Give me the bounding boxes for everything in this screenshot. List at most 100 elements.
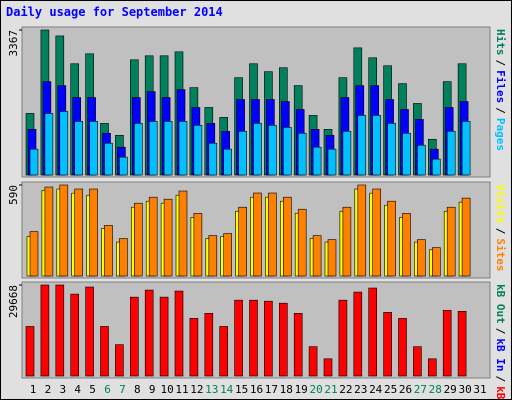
bar [253,123,262,176]
x-tick-label: 29 [444,383,457,396]
bar [238,130,247,176]
bar [387,123,396,176]
x-tick-label: 12 [190,383,203,396]
bar [59,111,69,176]
bar [249,299,258,377]
x-tick-label: 17 [265,383,278,396]
bar [282,127,292,176]
bar [148,196,158,277]
bar [144,289,154,377]
bar [312,146,322,176]
bar [148,121,158,176]
legend: kB Out / kB In / kB F [494,284,507,400]
bar [163,121,173,176]
bar [89,188,98,277]
x-tick-label: 27 [414,383,427,396]
bar [417,144,426,176]
bar [338,299,348,377]
legend-entry: Hits [494,29,507,56]
x-tick-label: 26 [399,383,412,396]
bar [446,130,456,176]
x-tick-label: 11 [175,383,188,396]
bar [293,313,303,377]
bar [29,148,39,176]
x-tick-label: 3 [59,383,66,396]
bar [413,346,422,377]
bar [446,206,456,277]
bar [327,239,337,277]
x-tick-label: 24 [369,383,383,396]
bar [44,113,54,176]
bar [74,121,83,176]
bar [223,148,232,176]
bar [368,287,378,377]
bar [219,326,228,377]
bar [323,358,333,377]
x-tick-label: 19 [295,383,308,396]
bar [402,213,411,277]
x-tick-label: 25 [384,383,397,396]
legend-entry: Files [494,70,507,103]
x-tick-label: 5 [89,383,96,396]
legend-separator: / [494,376,507,383]
bar [193,125,203,176]
bar [342,206,352,277]
bar [178,190,188,277]
bar [268,192,277,277]
bar [282,196,292,277]
x-tick-label: 18 [280,383,293,396]
legend-separator: / [494,328,507,335]
bar [74,188,83,277]
bar [308,346,318,377]
x-tick-label: 30 [458,383,471,396]
legend-entry: kB In [494,338,507,371]
bar [115,344,124,377]
x-tick-label: 22 [339,383,352,396]
x-tick-label: 21 [324,383,337,396]
legend-separator: / [494,107,507,114]
bar [174,290,184,377]
bar [234,299,243,377]
x-tick-label: 23 [354,383,367,396]
legend-entry: kB F [494,386,507,400]
x-tick-label: 15 [235,383,248,396]
x-tick-label: 13 [205,383,218,396]
bar [297,132,307,176]
x-tick-label: 6 [104,383,111,396]
bar [178,121,188,176]
bar [25,326,35,377]
bar [461,197,471,277]
bar [383,311,392,377]
bar [431,158,441,176]
bar [457,310,467,377]
legend-entry: Sites [494,238,507,271]
bar [204,313,214,377]
bar [104,225,113,277]
bar [59,184,69,277]
bar [134,123,143,176]
bar [357,115,367,176]
bar [89,121,98,176]
bar [372,188,382,277]
bar [189,318,199,377]
bar [238,206,247,277]
bar [104,142,113,176]
x-tick-label: 10 [160,383,173,396]
bar [327,148,337,176]
x-tick-label: 1 [30,383,37,396]
bar [278,302,288,377]
bar [253,192,262,277]
bar [44,186,54,277]
y-tick-label: 3367 [7,30,20,57]
legend: Hits / Files / Pages [494,29,507,151]
legend-separator: / [494,60,507,67]
bar [417,239,426,277]
y-tick-label: 29668 [7,285,20,318]
bar [387,200,396,277]
bar [264,300,273,377]
bar [268,125,277,176]
bar [442,309,452,377]
legend-separator: / [494,228,507,235]
bar [193,213,203,277]
